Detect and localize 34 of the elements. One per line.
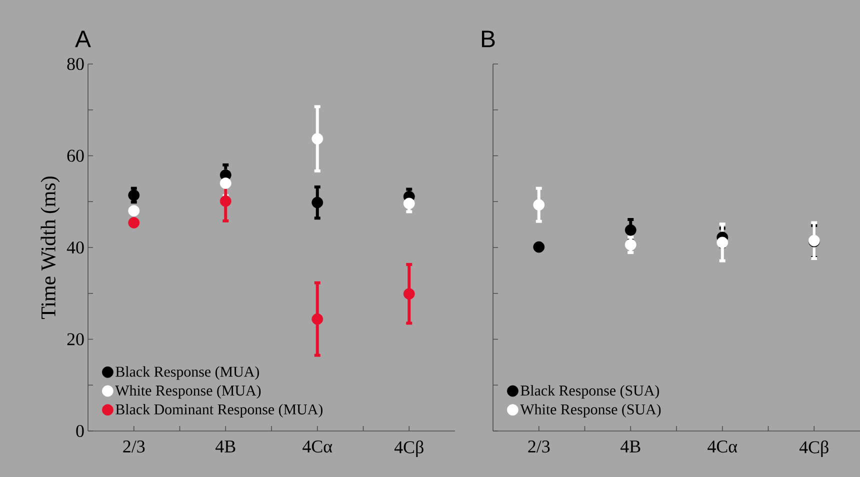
legend-label: Black Response (MUA) xyxy=(116,366,259,380)
point xyxy=(128,190,140,201)
point xyxy=(533,199,545,211)
x-tick-label: 4Cα xyxy=(708,440,738,453)
y-tick-label: 60 xyxy=(67,150,84,162)
x-tick-label: 2/3 xyxy=(123,440,145,453)
point xyxy=(312,133,324,144)
point xyxy=(716,236,728,248)
point xyxy=(220,178,232,189)
legend-label: White Response (MUA) xyxy=(115,385,261,399)
legend-label: Black Response (SUA) xyxy=(520,385,659,399)
point xyxy=(533,241,545,253)
point xyxy=(128,205,140,216)
point xyxy=(403,288,415,300)
legend-label: White Response (SUA) xyxy=(520,404,661,418)
x-tick-label: 4Cβ xyxy=(799,440,828,457)
y-tick-label: 0 xyxy=(76,424,84,438)
point xyxy=(312,313,324,325)
y-axis-title: Time Width (ms) xyxy=(40,176,60,319)
chart-title: A xyxy=(75,30,91,48)
legend-label: Black Dominant Response (MUA) xyxy=(116,404,322,418)
x-tick-label: 4B xyxy=(216,440,236,452)
point xyxy=(312,196,324,208)
x-tick-label: 4Cα xyxy=(302,440,332,453)
chart-title: B xyxy=(482,30,495,48)
x-tick-label: 4Cβ xyxy=(394,440,424,457)
y-tick-label: 40 xyxy=(66,241,84,254)
x-tick-label: 4B xyxy=(620,440,640,452)
point xyxy=(403,198,415,210)
y-tick-label: 20 xyxy=(67,333,84,346)
point xyxy=(624,224,636,236)
x-tick-label: 2/3 xyxy=(528,440,550,453)
point xyxy=(128,217,140,228)
y-tick-label: 80 xyxy=(67,58,84,70)
